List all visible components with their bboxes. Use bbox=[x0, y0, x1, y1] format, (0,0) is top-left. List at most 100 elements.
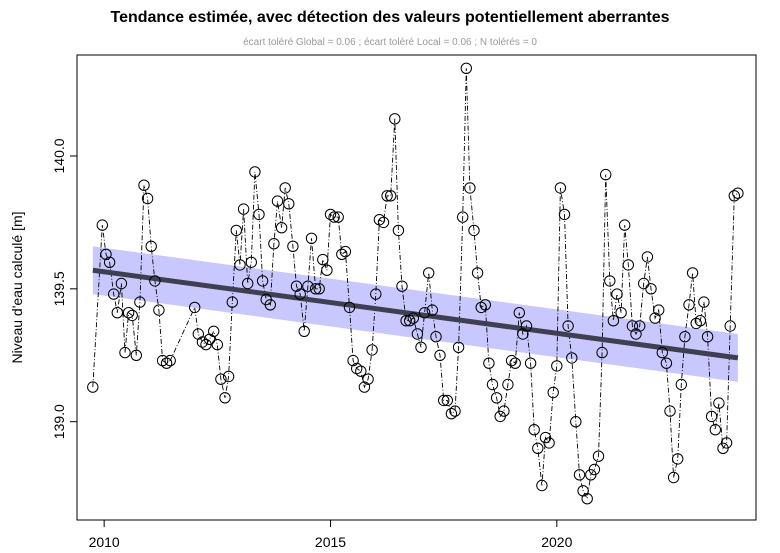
data-point bbox=[683, 299, 695, 311]
data-point bbox=[596, 346, 608, 359]
data-point bbox=[400, 315, 412, 327]
data-point bbox=[449, 405, 461, 417]
data-point bbox=[407, 312, 419, 324]
data-point bbox=[404, 315, 416, 327]
data-point bbox=[219, 392, 231, 404]
data-point bbox=[701, 331, 714, 343]
data-point bbox=[160, 357, 173, 369]
data-point bbox=[317, 253, 329, 266]
data-point bbox=[87, 381, 99, 393]
data-point bbox=[532, 442, 544, 454]
data-point bbox=[275, 222, 288, 234]
data-point bbox=[343, 301, 356, 314]
data-point bbox=[619, 219, 631, 231]
data-point bbox=[483, 357, 495, 369]
data-point bbox=[287, 240, 299, 253]
axes-layer: 2010 2015 2020 139.0 139.5 140.0 bbox=[51, 138, 573, 550]
data-point bbox=[547, 386, 559, 399]
data-point bbox=[464, 182, 476, 194]
data-point bbox=[615, 307, 627, 319]
data-point bbox=[242, 277, 254, 290]
data-point bbox=[411, 328, 424, 340]
data-point bbox=[208, 325, 220, 337]
data-point bbox=[732, 187, 744, 199]
x-tick-label: 2020 bbox=[541, 534, 572, 550]
data-point bbox=[558, 208, 571, 221]
data-point bbox=[505, 354, 518, 367]
data-point bbox=[381, 190, 393, 202]
data-point bbox=[253, 208, 265, 221]
data-point bbox=[634, 320, 646, 332]
data-point bbox=[426, 304, 438, 316]
data-point bbox=[724, 320, 736, 332]
data-point bbox=[111, 307, 124, 319]
data-point bbox=[389, 113, 401, 125]
data-point bbox=[554, 182, 567, 194]
data-point bbox=[122, 307, 135, 319]
data-point bbox=[103, 256, 116, 268]
data-point bbox=[115, 277, 128, 290]
data-point bbox=[418, 307, 431, 319]
data-point bbox=[328, 211, 340, 223]
data-point bbox=[664, 405, 676, 417]
data-point bbox=[667, 471, 680, 484]
data-point bbox=[434, 349, 446, 361]
data-point bbox=[679, 331, 691, 343]
data-point bbox=[656, 346, 668, 359]
data-point bbox=[153, 304, 165, 316]
data-point bbox=[573, 469, 586, 481]
data-point bbox=[119, 346, 131, 359]
data-point bbox=[385, 190, 397, 202]
data-point bbox=[607, 315, 620, 327]
y-axis-label: Niveau d'eau calculé [m] bbox=[9, 211, 25, 363]
data-point bbox=[660, 357, 673, 369]
y-tick-label: 140.0 bbox=[51, 138, 67, 173]
data-point bbox=[366, 344, 378, 356]
data-point bbox=[581, 493, 593, 505]
data-point bbox=[528, 424, 540, 436]
data-point bbox=[592, 450, 605, 462]
data-point bbox=[611, 288, 623, 300]
data-point bbox=[237, 203, 250, 215]
data-point bbox=[245, 256, 258, 268]
data-point bbox=[460, 62, 472, 75]
data-point bbox=[551, 360, 563, 372]
data-point bbox=[294, 288, 306, 300]
data-point bbox=[468, 224, 480, 237]
data-point bbox=[196, 336, 209, 348]
data-point bbox=[653, 304, 665, 316]
plot-frame bbox=[76, 54, 757, 521]
data-point bbox=[347, 354, 359, 367]
data-point bbox=[321, 264, 333, 276]
connecting-line-layer bbox=[92, 68, 739, 501]
data-point bbox=[396, 280, 408, 292]
data-point bbox=[234, 259, 246, 271]
data-point bbox=[524, 357, 537, 369]
data-point bbox=[358, 381, 371, 393]
data-point bbox=[600, 168, 612, 181]
series-line bbox=[92, 68, 739, 501]
data-point bbox=[720, 437, 733, 449]
data-point bbox=[498, 405, 510, 417]
data-point bbox=[604, 275, 616, 287]
data-point bbox=[268, 238, 280, 250]
data-point bbox=[211, 338, 224, 351]
data-point bbox=[298, 325, 310, 337]
data-point bbox=[313, 283, 325, 295]
data-point bbox=[457, 211, 469, 223]
x-tick-label: 2015 bbox=[315, 534, 346, 550]
data-point bbox=[438, 394, 450, 407]
data-point bbox=[100, 248, 112, 261]
data-point bbox=[130, 349, 143, 361]
data-point bbox=[641, 251, 654, 263]
data-point bbox=[370, 288, 382, 300]
data-point bbox=[645, 283, 657, 295]
data-point bbox=[230, 224, 243, 237]
data-point bbox=[479, 299, 491, 311]
data-point bbox=[149, 275, 161, 287]
chart-title: Tendance estimée, avec détection des val… bbox=[110, 9, 670, 26]
data-point bbox=[698, 296, 710, 308]
data-point bbox=[638, 277, 650, 290]
data-point bbox=[189, 301, 201, 314]
